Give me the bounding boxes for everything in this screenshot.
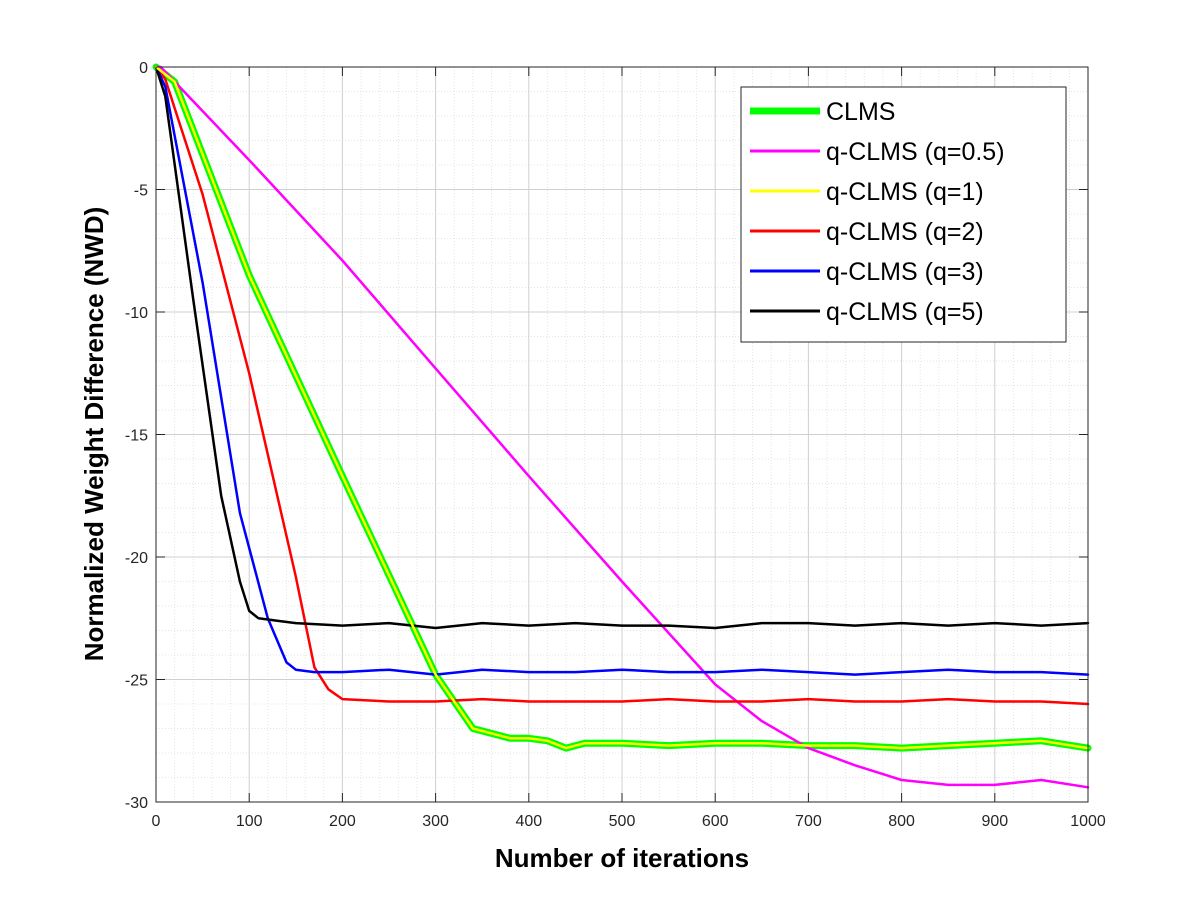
x-tick-label: 600 [702,813,729,830]
x-tick-label: 400 [515,813,542,830]
x-tick-label: 1000 [1070,813,1106,830]
legend: CLMS q-CLMS (q=0.5) q-CLMS (q=1) q-CLMS (q=… [740,86,1067,343]
y-tick-label: -5 [134,183,148,200]
series-line-q-clms-q-1 [154,65,1090,750]
y-tick-label: -15 [125,428,148,445]
y-tick-label: 0 [139,60,148,77]
x-tick-label: 300 [422,813,449,830]
series-line-q-clms-q-2 [154,65,1090,706]
x-tick-label: 800 [888,813,915,830]
axis-ticks [155,66,1089,803]
y-tick-label: -25 [125,673,148,690]
x-tick-label: 0 [152,813,161,830]
legend-label: CLMS [826,98,895,126]
y-tick-label: -30 [125,795,148,812]
legend-box [740,86,1067,343]
legend-label: q-CLMS (q=2) [826,218,984,246]
x-axis-title: Number of iterations [495,843,749,873]
x-tick-label: 900 [981,813,1008,830]
x-tick-label: 700 [795,813,822,830]
x-tick-labels: 0 100 200 300 400 500 600 700 800 900 1000 [152,813,1106,830]
legend-label: q-CLMS (q=3) [826,258,984,286]
x-tick-label: 200 [329,813,356,830]
y-tick-label: -20 [125,550,148,567]
legend-label: q-CLMS (q=1) [826,178,984,206]
legend-label: q-CLMS (q=5) [826,298,984,326]
x-tick-label: 100 [236,813,263,830]
legend-label: q-CLMS (q=0.5) [826,138,1005,166]
y-tick-labels: -30 -25 -20 -15 -10 -5 0 [125,60,148,812]
series-lines [152,63,1092,789]
y-tick-label: -10 [125,305,148,322]
x-tick-label: 500 [609,813,636,830]
y-axis-title: Normalized Weight Difference (NWD) [79,207,109,662]
series-line-q-clms-q-5 [154,65,1090,630]
